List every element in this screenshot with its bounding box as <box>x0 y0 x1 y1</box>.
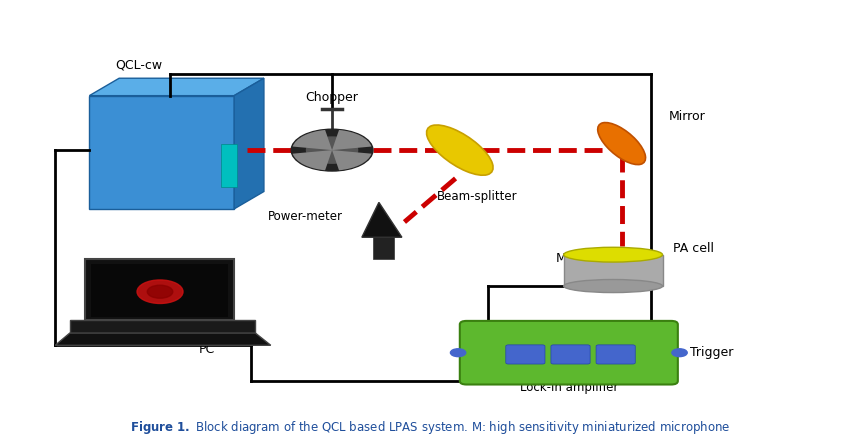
FancyBboxPatch shape <box>460 321 678 385</box>
Wedge shape <box>292 130 332 150</box>
Text: $\mathbf{Figure\ 1.}$ Block diagram of the QCL based LPAS system. M: high sensit: $\mathbf{Figure\ 1.}$ Block diagram of t… <box>130 419 730 436</box>
FancyBboxPatch shape <box>551 345 590 364</box>
Ellipse shape <box>563 280 662 293</box>
FancyBboxPatch shape <box>221 143 237 187</box>
Circle shape <box>451 349 466 357</box>
Polygon shape <box>55 333 271 345</box>
Text: Power-meter: Power-meter <box>268 210 343 223</box>
FancyBboxPatch shape <box>563 255 662 286</box>
Text: PA cell: PA cell <box>673 242 714 255</box>
Text: Lock-in amplifier: Lock-in amplifier <box>519 381 618 393</box>
Text: Mirror: Mirror <box>668 110 705 123</box>
Text: Chopper: Chopper <box>305 91 359 104</box>
Text: Beam-splitter: Beam-splitter <box>437 190 517 203</box>
Text: QCL-cw: QCL-cw <box>115 59 162 71</box>
Circle shape <box>137 280 183 303</box>
Text: PC: PC <box>199 343 215 356</box>
Text: Trigger: Trigger <box>690 346 733 359</box>
Ellipse shape <box>427 125 493 175</box>
Circle shape <box>672 349 687 357</box>
FancyBboxPatch shape <box>373 237 394 259</box>
Wedge shape <box>292 150 332 170</box>
FancyBboxPatch shape <box>70 320 255 333</box>
Ellipse shape <box>598 123 646 165</box>
Circle shape <box>292 129 373 171</box>
Polygon shape <box>234 78 264 209</box>
FancyBboxPatch shape <box>91 264 228 317</box>
Polygon shape <box>362 202 402 237</box>
FancyBboxPatch shape <box>506 345 545 364</box>
FancyBboxPatch shape <box>85 259 234 320</box>
Polygon shape <box>89 78 264 95</box>
Circle shape <box>306 137 358 163</box>
FancyBboxPatch shape <box>596 345 636 364</box>
Wedge shape <box>332 150 372 170</box>
Wedge shape <box>332 130 372 150</box>
Ellipse shape <box>563 247 662 262</box>
FancyBboxPatch shape <box>89 95 234 209</box>
Circle shape <box>147 285 173 298</box>
Text: M: M <box>556 252 567 265</box>
